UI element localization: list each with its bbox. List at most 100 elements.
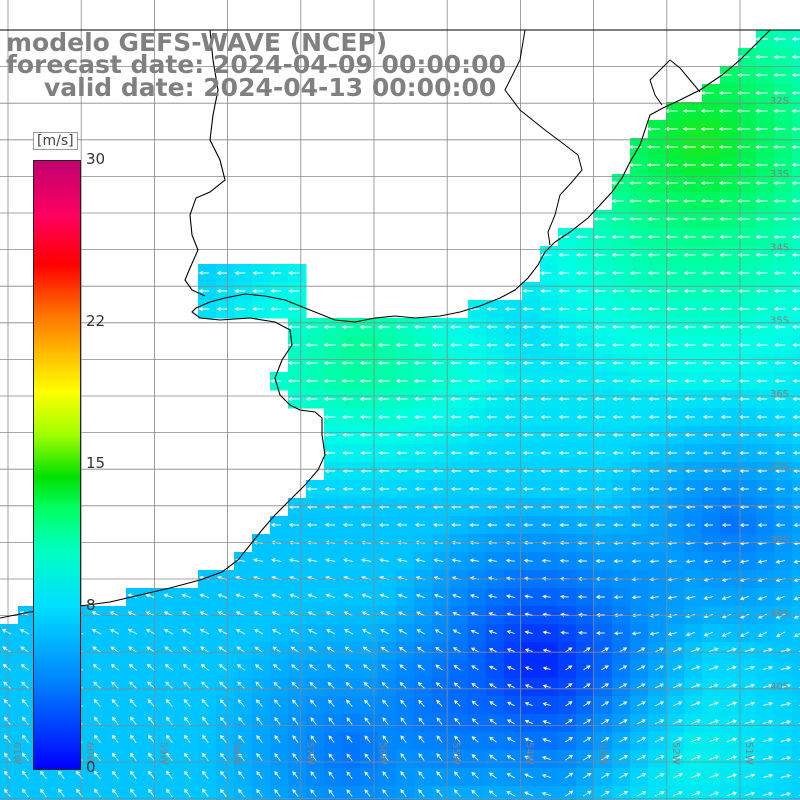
- wind-arrow: [701, 324, 714, 330]
- wind-arrow: [720, 414, 732, 420]
- wind-arrow: [431, 360, 444, 366]
- wind-arrow: [542, 720, 551, 725]
- wind-arrow: [470, 647, 479, 653]
- wind-arrow: [737, 306, 750, 312]
- wind-arrow: [647, 324, 660, 330]
- wind-arrow: [323, 378, 336, 384]
- wind-arrow: [726, 791, 738, 797]
- wind-arrow: [201, 681, 209, 689]
- wind-arrow: [780, 791, 792, 797]
- wind-arrow: [594, 450, 606, 456]
- wind-arrow: [793, 468, 800, 474]
- speed-cell: [702, 786, 721, 800]
- wind-arrow: [198, 270, 210, 276]
- wind-arrow: [575, 234, 588, 240]
- wind-arrow: [323, 342, 336, 348]
- wind-arrow: [773, 180, 786, 186]
- wind-arrow: [672, 719, 683, 725]
- wind-arrow: [595, 558, 605, 564]
- wind-arrow: [792, 324, 800, 330]
- wind-arrow: [450, 450, 462, 456]
- wind-arrow: [583, 683, 591, 689]
- wind-arrow: [648, 432, 660, 438]
- wind-arrow: [306, 522, 318, 527]
- wind-arrow: [486, 360, 498, 366]
- wind-arrow: [791, 252, 800, 258]
- wind-arrow: [470, 611, 479, 617]
- wind-arrow: [451, 558, 462, 563]
- wind-arrow: [127, 593, 138, 599]
- wind-arrow: [618, 719, 628, 725]
- wind-arrow: [451, 522, 462, 527]
- wind-arrow: [522, 324, 534, 330]
- wind-arrow: [618, 773, 629, 779]
- wind-arrow: [701, 306, 714, 312]
- wind-arrow: [129, 699, 137, 707]
- wind-arrow: [595, 612, 605, 618]
- wind-arrow: [611, 198, 624, 204]
- wind-arrow: [328, 771, 335, 779]
- wind-arrow: [619, 665, 628, 671]
- wind-arrow: [654, 701, 665, 707]
- speed-cell: [684, 786, 703, 800]
- wind-arrow: [708, 719, 720, 725]
- speed-cell: [342, 786, 361, 800]
- wind-arrow: [254, 646, 264, 653]
- wind-arrow: [672, 683, 683, 689]
- wind-arrow: [708, 647, 719, 653]
- wind-arrow: [647, 252, 660, 258]
- wind-arrow: [773, 144, 786, 150]
- wind-arrow: [505, 522, 516, 527]
- wind-arrow: [360, 486, 372, 492]
- wind-arrow: [359, 324, 372, 330]
- wind-arrow: [565, 736, 573, 743]
- wind-arrow: [702, 432, 714, 438]
- wind-arrow: [253, 629, 264, 635]
- wind-arrow: [288, 522, 300, 527]
- wind-arrow: [672, 737, 683, 743]
- wind-arrow: [308, 629, 318, 635]
- wind-arrow: [274, 735, 281, 743]
- wind-arrow: [583, 719, 592, 725]
- wind-arrow: [685, 468, 695, 474]
- wind-arrow: [629, 234, 642, 240]
- wind-arrow: [506, 737, 515, 743]
- wind-arrow: [202, 734, 209, 743]
- wind-arrow: [382, 735, 389, 743]
- wind-arrow: [757, 595, 768, 601]
- wind-arrow: [683, 270, 696, 276]
- wind-arrow: [683, 288, 696, 294]
- wind-arrow: [719, 252, 732, 258]
- wind-arrow: [2, 663, 11, 671]
- wind-arrow: [594, 324, 606, 330]
- wind-arrow: [201, 699, 209, 707]
- wind-arrow: [364, 735, 371, 743]
- wind-arrow: [129, 681, 137, 689]
- river-plate-north-shore: [184, 29, 226, 297]
- wind-arrow: [92, 646, 102, 653]
- wind-arrow: [647, 288, 660, 294]
- wind-arrow: [396, 522, 408, 527]
- wind-arrow: [637, 647, 646, 653]
- wind-arrow: [612, 468, 624, 474]
- wind-arrow: [613, 541, 624, 546]
- wind-arrow: [682, 180, 696, 186]
- wind-arrow: [775, 631, 786, 637]
- wind-arrow: [619, 683, 628, 689]
- wind-arrow: [324, 468, 336, 474]
- wind-arrow: [629, 252, 642, 258]
- wind-arrow: [540, 486, 552, 492]
- wind-arrow: [793, 614, 800, 619]
- wind-arrow: [20, 663, 29, 671]
- wind-arrow: [682, 108, 696, 114]
- wind-arrow: [664, 108, 678, 114]
- wind-arrow: [324, 486, 336, 492]
- wind-arrow: [486, 414, 498, 420]
- wind-arrow: [506, 630, 515, 635]
- wind-arrow: [739, 631, 750, 637]
- wind-arrow: [292, 789, 299, 797]
- wind-arrow: [378, 450, 390, 456]
- wind-arrow: [792, 432, 800, 438]
- wind-arrow: [726, 701, 738, 707]
- wind-arrow: [726, 755, 738, 761]
